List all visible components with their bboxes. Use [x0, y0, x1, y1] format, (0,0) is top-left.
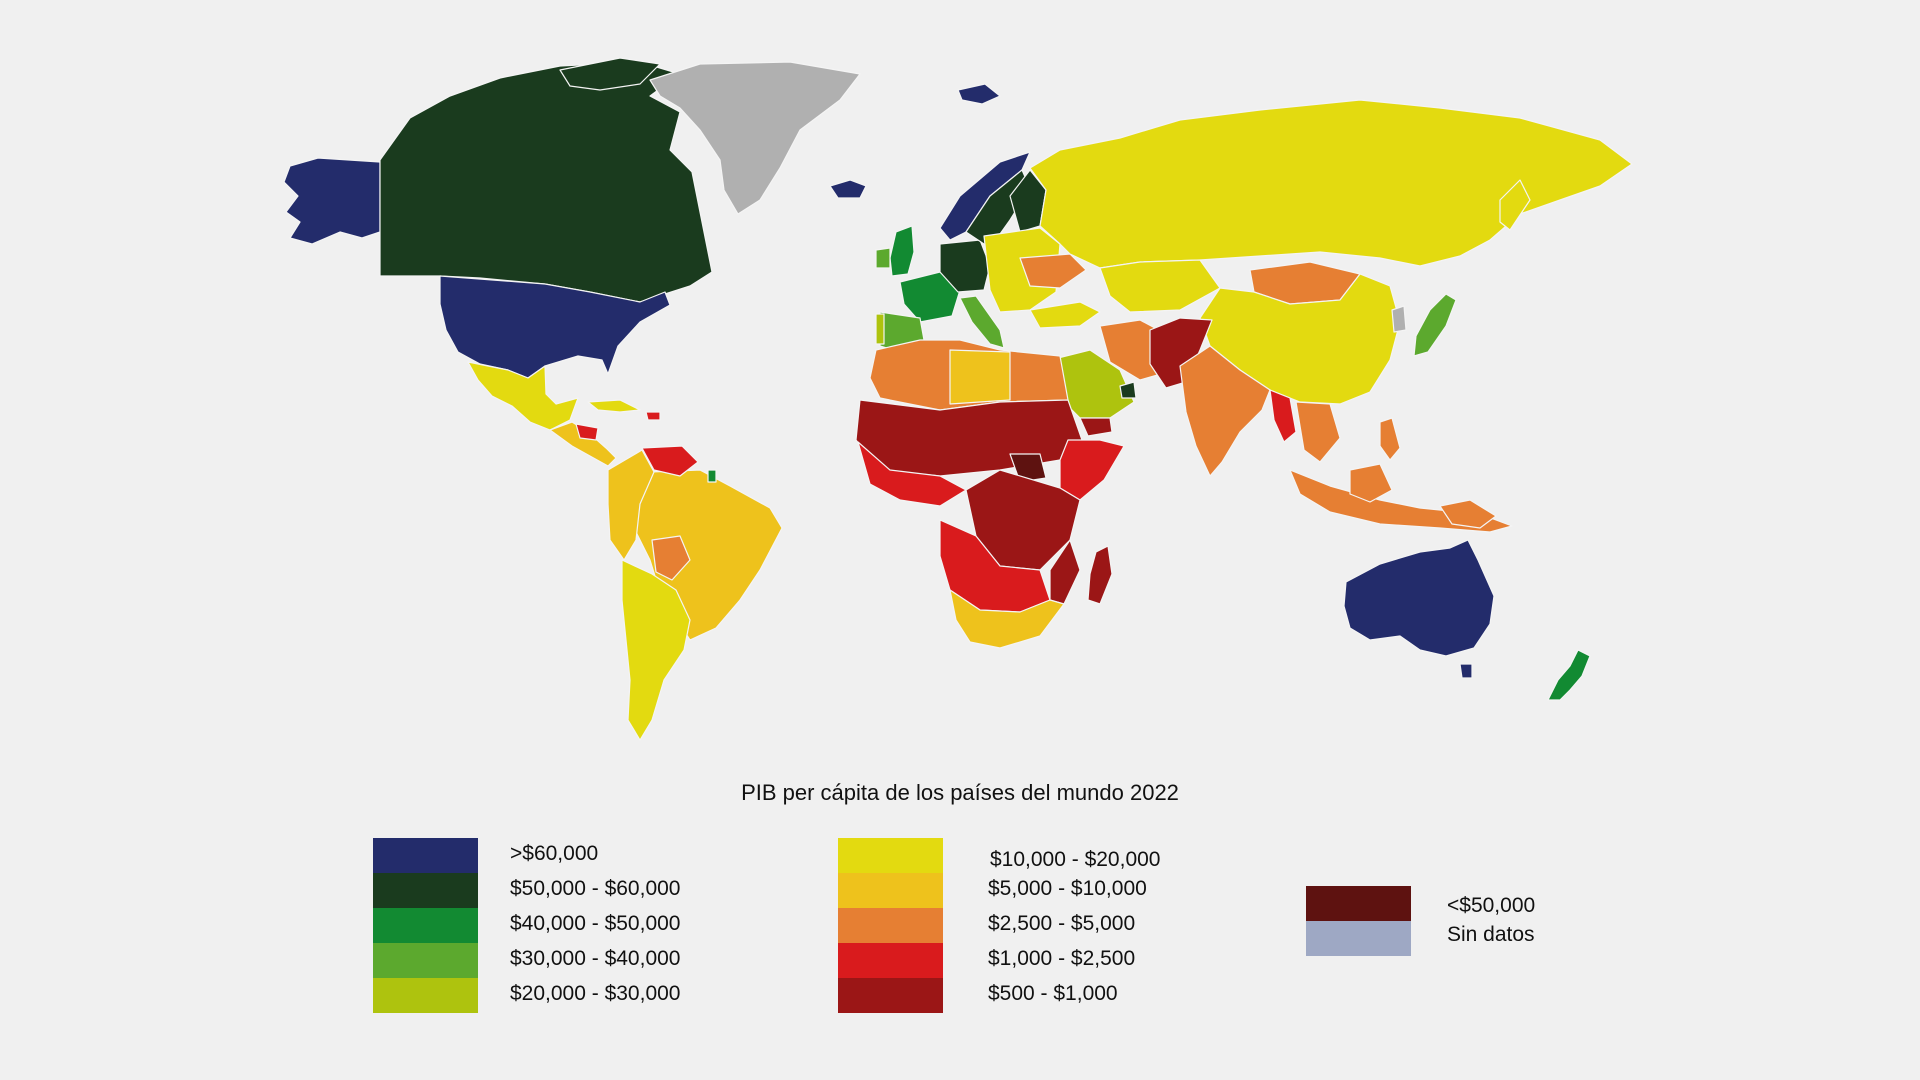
region-venezuela [641, 445, 699, 477]
legend-label: $40,000 - $50,000 [510, 912, 681, 935]
region-eastern-europe [983, 227, 1061, 313]
region-guyana [707, 469, 717, 483]
legend-swatch [1306, 886, 1411, 921]
legend-swatch [838, 943, 943, 978]
legend-label: $30,000 - $40,000 [510, 947, 681, 970]
region-madagascar [1087, 545, 1113, 605]
region-kazakhstan [1099, 259, 1221, 313]
legend-label: Sin datos [1447, 923, 1535, 946]
legend-swatch [838, 978, 943, 1013]
region-mozambique [1049, 539, 1081, 605]
region-greenland [649, 61, 861, 215]
region-italy [959, 295, 1005, 349]
world-map [283, 57, 1633, 741]
region-new-guinea [1439, 499, 1497, 529]
region-west-africa [857, 441, 967, 507]
region-alaska [283, 157, 381, 245]
region-tasmania [1459, 663, 1473, 679]
legend-swatch [373, 873, 478, 908]
region-philippines [1379, 417, 1401, 461]
region-yemen [1079, 417, 1113, 437]
region-japan [1413, 293, 1457, 357]
legend-swatch [838, 873, 943, 908]
legend-label: $10,000 - $20,000 [990, 848, 1161, 871]
world-map-svg [283, 57, 1633, 741]
region-usa [439, 275, 671, 379]
region-ukraine [1019, 253, 1087, 289]
region-cuba [587, 399, 641, 413]
region-new-zealand [1547, 649, 1591, 701]
region-canada-islands [559, 57, 661, 91]
region-argentina-chile [621, 559, 691, 741]
region-sahel [855, 399, 1083, 477]
region-algeria-libya [949, 349, 1011, 405]
region-kamchatka [1499, 179, 1531, 231]
legend-swatch [373, 838, 478, 873]
region-uk [889, 225, 915, 277]
region-colombia-peru [607, 449, 655, 561]
legend-swatch [1306, 921, 1411, 956]
region-portugal [875, 313, 885, 345]
region-russia [1029, 99, 1633, 269]
legend-swatch [838, 908, 943, 943]
region-borneo [1349, 463, 1393, 503]
legend-label: $1,000 - $2,500 [988, 947, 1136, 970]
region-ireland [875, 247, 891, 269]
region-mexico [467, 361, 579, 431]
map-title: PIB per cápita de los países del mundo 2… [741, 780, 1179, 805]
region-haiti [645, 411, 661, 421]
region-south-sudan [1009, 453, 1047, 483]
legend-label: $2,500 - $5,000 [988, 912, 1136, 935]
legend-swatch [838, 838, 943, 873]
region-india [1179, 345, 1271, 477]
region-iceland [829, 179, 867, 199]
region-southern-africa [949, 589, 1065, 649]
region-bolivia [651, 535, 691, 581]
region-horn-africa [1059, 439, 1125, 501]
region-canada [379, 61, 713, 303]
region-gulf [1119, 381, 1137, 399]
region-australia [1343, 539, 1495, 657]
region-turkey [1029, 301, 1101, 329]
legend-swatch [373, 908, 478, 943]
legend-swatch [373, 978, 478, 1013]
legend-label: $500 - $1,000 [988, 982, 1118, 1005]
legend-label: $50,000 - $60,000 [510, 877, 681, 900]
legend-swatch [373, 943, 478, 978]
region-korea [1391, 305, 1407, 333]
region-indochina [1295, 401, 1341, 463]
legend-label: <$50,000 [1447, 894, 1536, 917]
region-myanmar [1269, 389, 1297, 443]
legend-label: $5,000 - $10,000 [988, 877, 1147, 900]
legend-label: >$60,000 [510, 842, 599, 865]
region-svalbard [957, 83, 1001, 105]
legend-label: $20,000 - $30,000 [510, 982, 681, 1005]
region-honduras [575, 423, 599, 441]
